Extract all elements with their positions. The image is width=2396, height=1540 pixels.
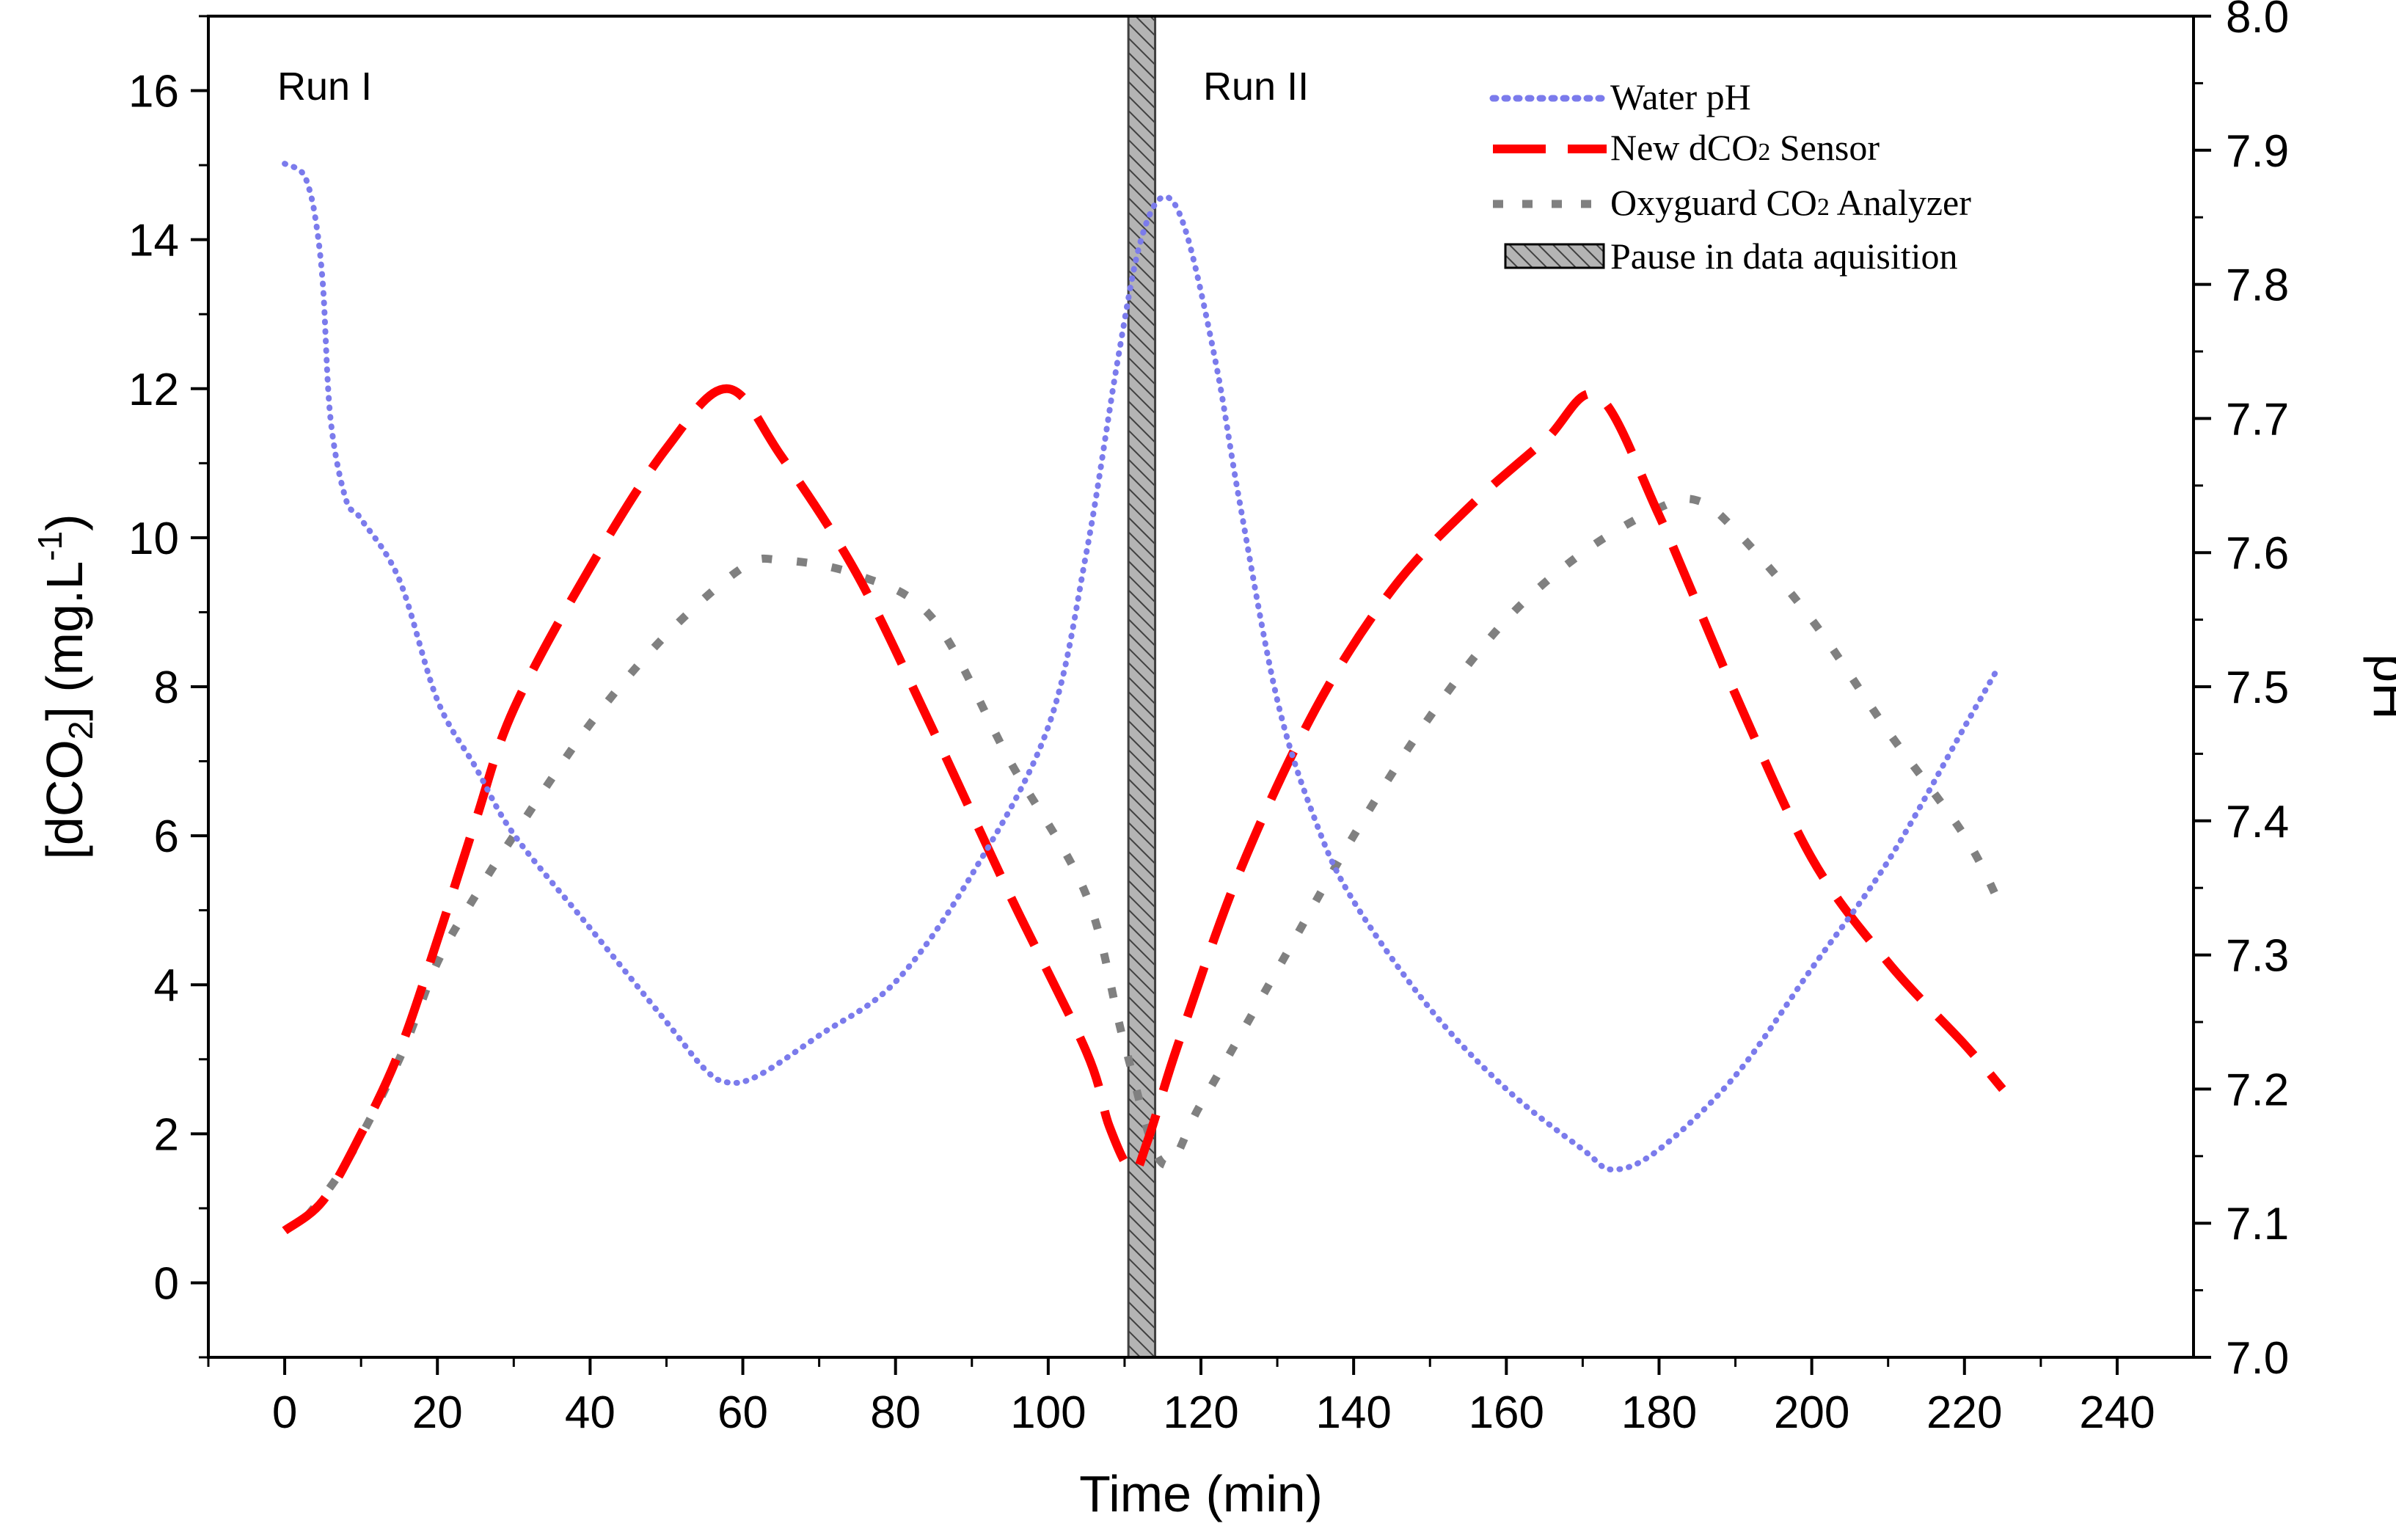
- y-left-label-pre: [dCO: [36, 740, 93, 859]
- x-tick-label: 80: [870, 1387, 921, 1438]
- y-axis-left: 0 2 4 6 8 10 12 14 16: [128, 15, 208, 1359]
- y-right-tick-label: 7.9: [2226, 126, 2289, 177]
- legend-label-sensor-post: Sensor: [1770, 127, 1880, 168]
- y-left-tick-label: 4: [154, 960, 179, 1011]
- x-tick-label: 60: [717, 1387, 768, 1438]
- y-axis-left-label: [dCO2] (mg.L-1): [31, 514, 100, 859]
- y-right-tick-label: 7.3: [2226, 931, 2289, 982]
- y-left-label-mid: ] (mg.L: [36, 561, 93, 721]
- y-right-tick-label: 8.0: [2226, 0, 2289, 43]
- y-left-tick-label: 8: [154, 663, 179, 713]
- annotation-run-1: Run I: [277, 65, 372, 109]
- y-left-tick-label: 0: [154, 1258, 179, 1309]
- legend-label-pause: Pause in data aquisition: [1610, 236, 1958, 277]
- y-right-tick-label: 7.4: [2226, 797, 2289, 847]
- y-left-tick-label: 10: [128, 514, 179, 564]
- series-line-dashed: [282, 384, 2006, 1235]
- legend-swatch-pause: [1504, 243, 1605, 269]
- series-line-dashed-short: [304, 495, 2006, 1219]
- y-axis-right: 7.0 7.1 7.2 7.3 7.4 7.5 7.6 7.7 7.8 7.9 8.0: [2194, 0, 2289, 1384]
- y-right-tick-label: 7.5: [2226, 663, 2289, 713]
- y-left-label-sub: 2: [62, 721, 100, 740]
- x-tick-label: 0: [272, 1387, 297, 1438]
- legend-label-oxy: Oxyguard CO2 Analyzer: [1610, 182, 1971, 223]
- legend: Water pH New dCO2 Sensor Oxyguard CO2 An…: [1489, 76, 1971, 277]
- x-axis: 0 20 40 60 80 100 120 140 160 180 200 220 240: [207, 1357, 2155, 1438]
- series-line-dotted: [282, 161, 1998, 1173]
- legend-label-ph: Water pH: [1610, 76, 1751, 117]
- legend-label-sensor-pre: New dCO: [1610, 127, 1758, 168]
- y-right-tick-label: 7.1: [2226, 1199, 2289, 1249]
- y-left-label-post: ): [36, 514, 93, 530]
- x-tick-label: 120: [1163, 1387, 1238, 1438]
- series-layer: [282, 161, 2006, 1235]
- x-tick-label: 200: [1774, 1387, 1849, 1438]
- y-right-tick-label: 7.8: [2226, 260, 2289, 311]
- legend-label-oxy-sub: 2: [1817, 194, 1830, 221]
- x-tick-label: 100: [1010, 1387, 1086, 1438]
- x-tick-label: 180: [1621, 1387, 1697, 1438]
- x-tick-label: 220: [1926, 1387, 2002, 1438]
- legend-label-oxy-pre: Oxyguard CO: [1610, 182, 1817, 223]
- annotation-run-2: Run II: [1203, 65, 1309, 109]
- y-right-tick-label: 7.2: [2226, 1065, 2289, 1115]
- y-left-tick-label: 12: [128, 365, 179, 415]
- legend-label-sensor: New dCO2 Sensor: [1610, 127, 1880, 168]
- y-axis-right-label: pH: [2363, 654, 2396, 719]
- legend-label-sensor-sub: 2: [1758, 139, 1770, 166]
- y-right-tick-label: 7.6: [2226, 528, 2289, 579]
- y-left-tick-label: 14: [128, 216, 179, 266]
- y-right-tick-label: 7.0: [2226, 1333, 2289, 1384]
- x-tick-label: 20: [412, 1387, 463, 1438]
- y-left-label-sup: -1: [31, 531, 69, 561]
- x-tick-label: 140: [1315, 1387, 1391, 1438]
- x-axis-label: Time (min): [1079, 1465, 1323, 1522]
- legend-label-oxy-post: Analyzer: [1830, 182, 1971, 223]
- y-left-tick-label: 6: [154, 811, 179, 862]
- x-tick-label: 240: [2079, 1387, 2155, 1438]
- y-right-tick-label: 7.7: [2226, 394, 2289, 445]
- y-left-tick-label: 16: [128, 67, 179, 117]
- x-tick-label: 160: [1469, 1387, 1544, 1438]
- y-left-tick-label: 2: [154, 1109, 179, 1160]
- x-tick-label: 40: [565, 1387, 616, 1438]
